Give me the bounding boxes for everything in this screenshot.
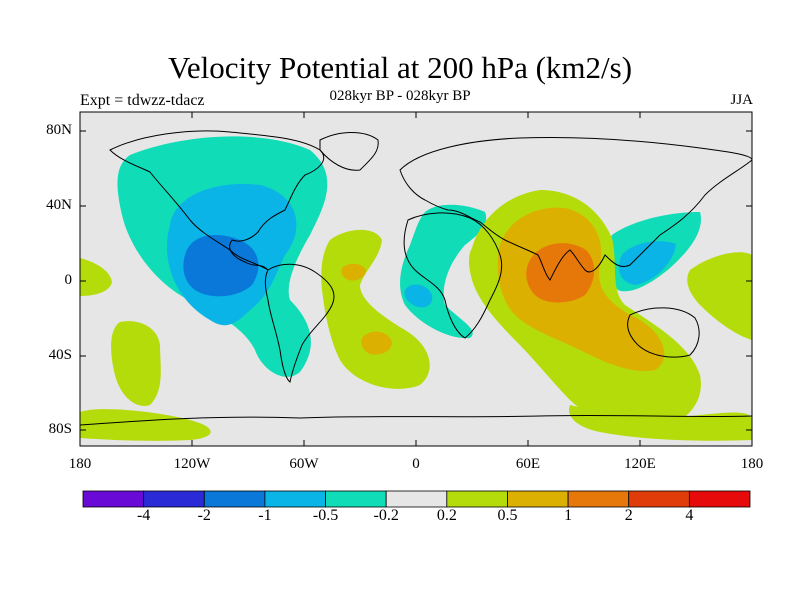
lon-label-180e: 180 xyxy=(740,456,764,472)
experiment-label: Expt = tdwzz-tdacz xyxy=(80,92,205,109)
map-title: Velocity Potential at 200 hPa (km2/s) xyxy=(167,50,633,85)
coast-antarctica xyxy=(80,414,752,426)
colorbar-box-10 xyxy=(688,490,751,508)
coastlines xyxy=(80,130,752,426)
lat-label-40n: 40N xyxy=(46,197,72,213)
colorbar-box-9 xyxy=(628,490,690,508)
period-subtitle: 028kyr BP - 028kyr BP xyxy=(329,88,471,104)
lon-label-60e: 60E xyxy=(515,456,541,472)
colorbar-label: -2 xyxy=(197,507,211,524)
colorbar-label: 1 xyxy=(564,507,573,524)
lat-label-80s: 80S xyxy=(48,421,72,437)
contour-pos-southern-east xyxy=(569,405,752,441)
lat-label-0: 0 xyxy=(64,272,73,288)
contour-pos-indian-inner xyxy=(526,243,595,303)
contour-pos-southatlantic-spot2 xyxy=(361,331,392,355)
colorbar-label: -0.5 xyxy=(312,507,339,524)
lon-label-180w: 180 xyxy=(68,456,92,472)
colorbar-label: -1 xyxy=(258,507,272,524)
coast-south-america xyxy=(264,263,335,383)
colorbar-box-2 xyxy=(203,490,266,508)
lon-label-120e: 120E xyxy=(624,456,656,472)
colorbar-box-3 xyxy=(264,490,326,508)
colorbar-box-1 xyxy=(143,490,205,508)
lon-label-0: 0 xyxy=(412,456,420,472)
coast-australia xyxy=(627,307,700,358)
colorbar-label: 2 xyxy=(624,507,633,524)
lat-label-80n: 80N xyxy=(46,122,72,138)
season-label: JJA xyxy=(730,92,753,108)
colorbar-box-4 xyxy=(325,490,387,508)
colorbar-box-8 xyxy=(567,490,630,508)
contour-fields xyxy=(80,136,752,441)
lat-ticks xyxy=(80,130,752,431)
colorbar-label: 4 xyxy=(685,507,694,524)
colorbar-box-6 xyxy=(446,490,508,508)
colorbar-box-5 xyxy=(385,490,448,508)
coast-greenland xyxy=(319,132,379,171)
colorbar-label: 0.2 xyxy=(436,507,457,524)
contour-neg-maritime-inner xyxy=(618,241,676,285)
colorbar xyxy=(82,490,751,508)
colorbar-box-0 xyxy=(82,490,145,508)
lon-label-120w: 120W xyxy=(173,456,211,472)
contour-neg-inner-americas xyxy=(183,235,259,297)
contour-pos-southatlantic-spot1 xyxy=(341,263,366,281)
coast-africa xyxy=(403,212,503,339)
colorbar-label: 0.5 xyxy=(497,507,518,524)
contour-pos-farwest xyxy=(80,258,112,296)
colorbar-label: -0.2 xyxy=(373,507,399,524)
lon-label-60w: 60W xyxy=(289,456,319,472)
colorbar-label: -4 xyxy=(136,507,151,524)
contour-pos-southpacific xyxy=(80,321,211,441)
lon-ticks xyxy=(79,112,753,446)
colorbar-box-7 xyxy=(507,490,569,508)
coast-eurasia xyxy=(399,137,752,281)
contour-neg-atlantic-inner xyxy=(404,284,433,308)
coast-north-america xyxy=(109,130,325,271)
contour-pos-westpacific xyxy=(687,252,752,340)
lat-label-40s: 40S xyxy=(48,347,72,363)
